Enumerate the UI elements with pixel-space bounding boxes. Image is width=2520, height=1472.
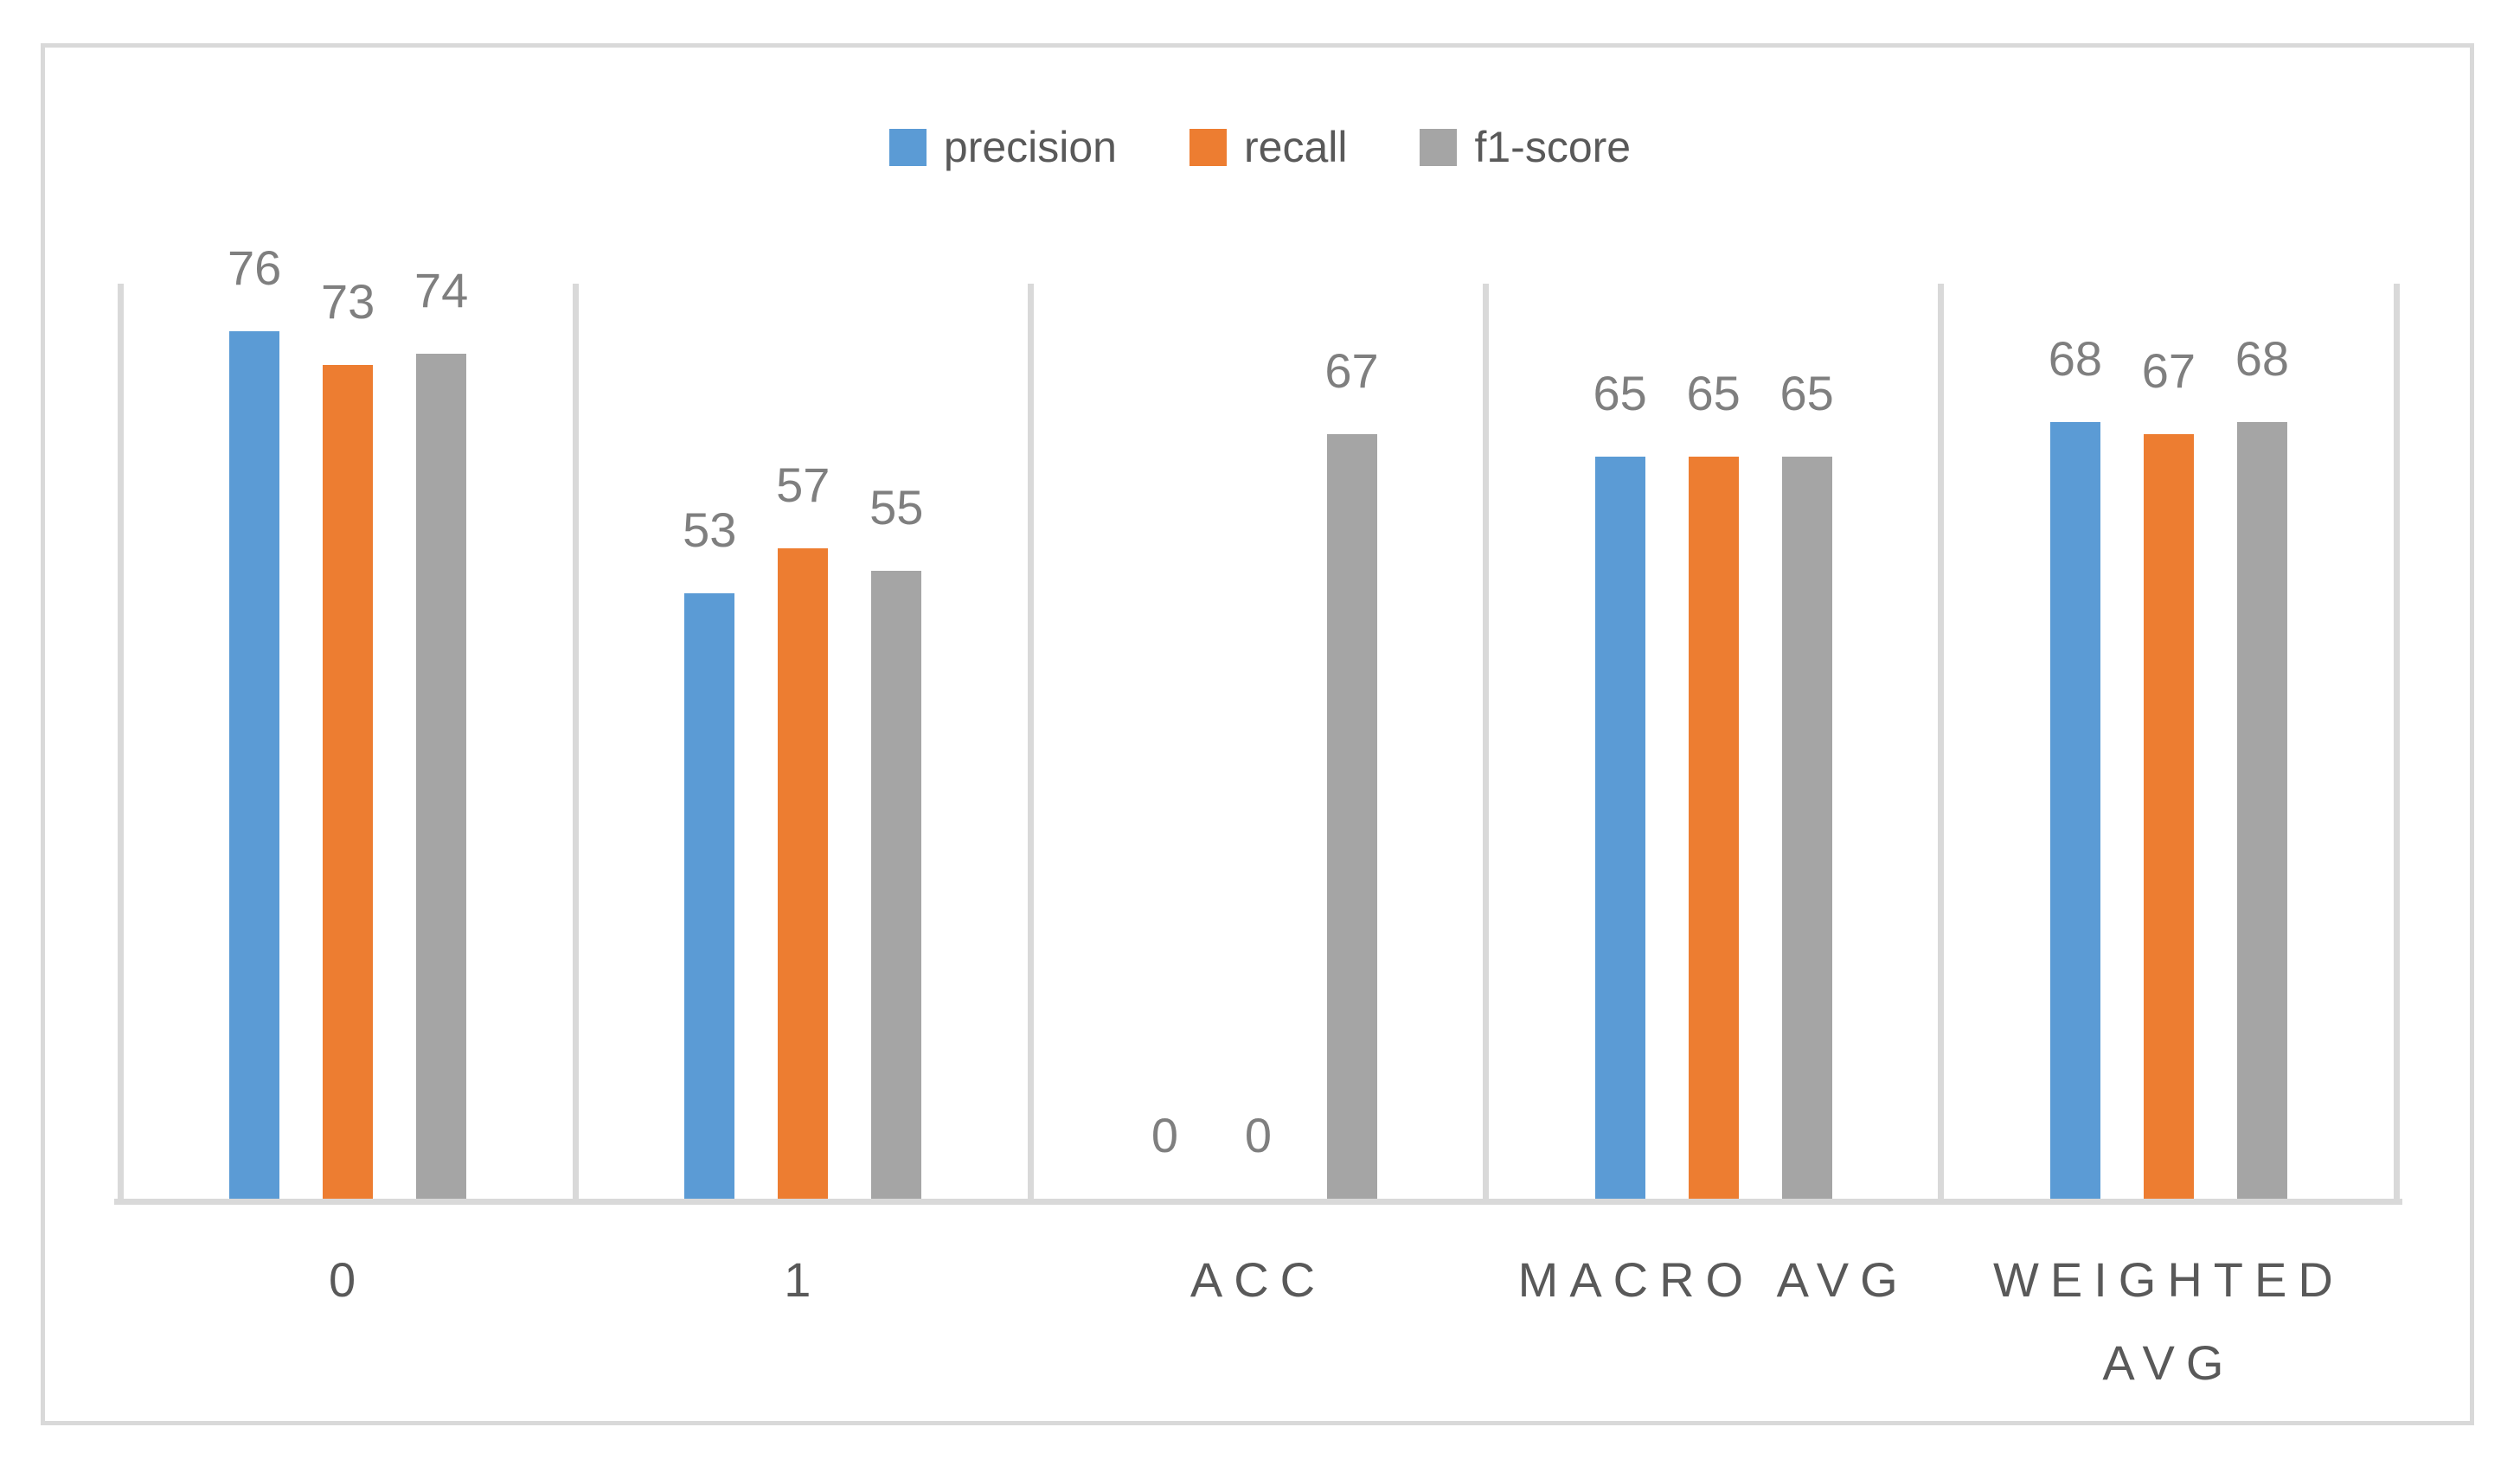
bar-recall-1 [778,548,829,1199]
bar-f1-score-1 [871,571,922,1199]
legend-label: precision [943,123,1117,171]
legend-item-f1-score: f1-score [1420,125,1631,169]
chart-border [41,43,2474,1425]
data-label: 73 [320,274,375,329]
data-label: 65 [1779,366,1834,420]
data-label: 68 [2235,331,2290,386]
legend-swatch-icon [1189,128,1227,166]
data-label: 0 [1244,1108,1273,1162]
bar-recall-0 [323,365,374,1199]
category-label-macro-avg: MACRO AVG [1517,1252,1909,1307]
bar-f1-score-macro-avg [1781,457,1832,1199]
data-label: 67 [1324,343,1379,398]
bar-f1-score-weighted-avg [2236,422,2287,1199]
bar-recall-weighted-avg [2143,434,2194,1199]
legend-item-recall: recall [1189,125,1347,169]
vertical-gridline [117,284,124,1205]
data-label: 76 [227,240,282,295]
legend-label: recall [1244,123,1348,171]
vertical-gridline [2393,284,2400,1205]
data-label: 65 [1593,366,1647,420]
data-label: 53 [683,502,737,557]
x-axis-line [114,1199,2402,1205]
legend: precision recall f1-score [0,119,2520,175]
category-label-acc: ACC [1189,1252,1327,1307]
data-label: 67 [2141,343,2196,398]
data-label: 74 [414,263,469,317]
bar-precision-0 [229,331,280,1199]
legend-swatch-icon [1420,128,1458,166]
legend-item-precision: precision [888,123,1117,171]
bar-recall-macro-avg [1688,457,1739,1199]
vertical-gridline [1938,284,1945,1205]
vertical-gridline [1483,284,1490,1205]
bar-f1-score-0 [416,354,467,1199]
bar-f1-score-acc [1326,434,1377,1199]
bar-precision-1 [684,593,735,1199]
data-label: 68 [2048,331,2103,386]
vertical-gridline [1027,284,1034,1205]
data-label: 55 [869,480,924,534]
bar-precision-macro-avg [1594,457,1645,1199]
category-label-weighted-avg: WEIGHTED AVG [1993,1252,2344,1390]
data-label: 0 [1151,1108,1179,1162]
bar-precision-weighted-avg [2049,422,2100,1199]
category-label-1: 1 [784,1252,823,1307]
data-label: 57 [776,458,830,512]
data-label: 65 [1686,366,1741,420]
category-label-0: 0 [329,1252,368,1307]
legend-swatch-icon [888,128,927,166]
legend-label: f1-score [1474,123,1632,171]
vertical-gridline [572,284,579,1205]
